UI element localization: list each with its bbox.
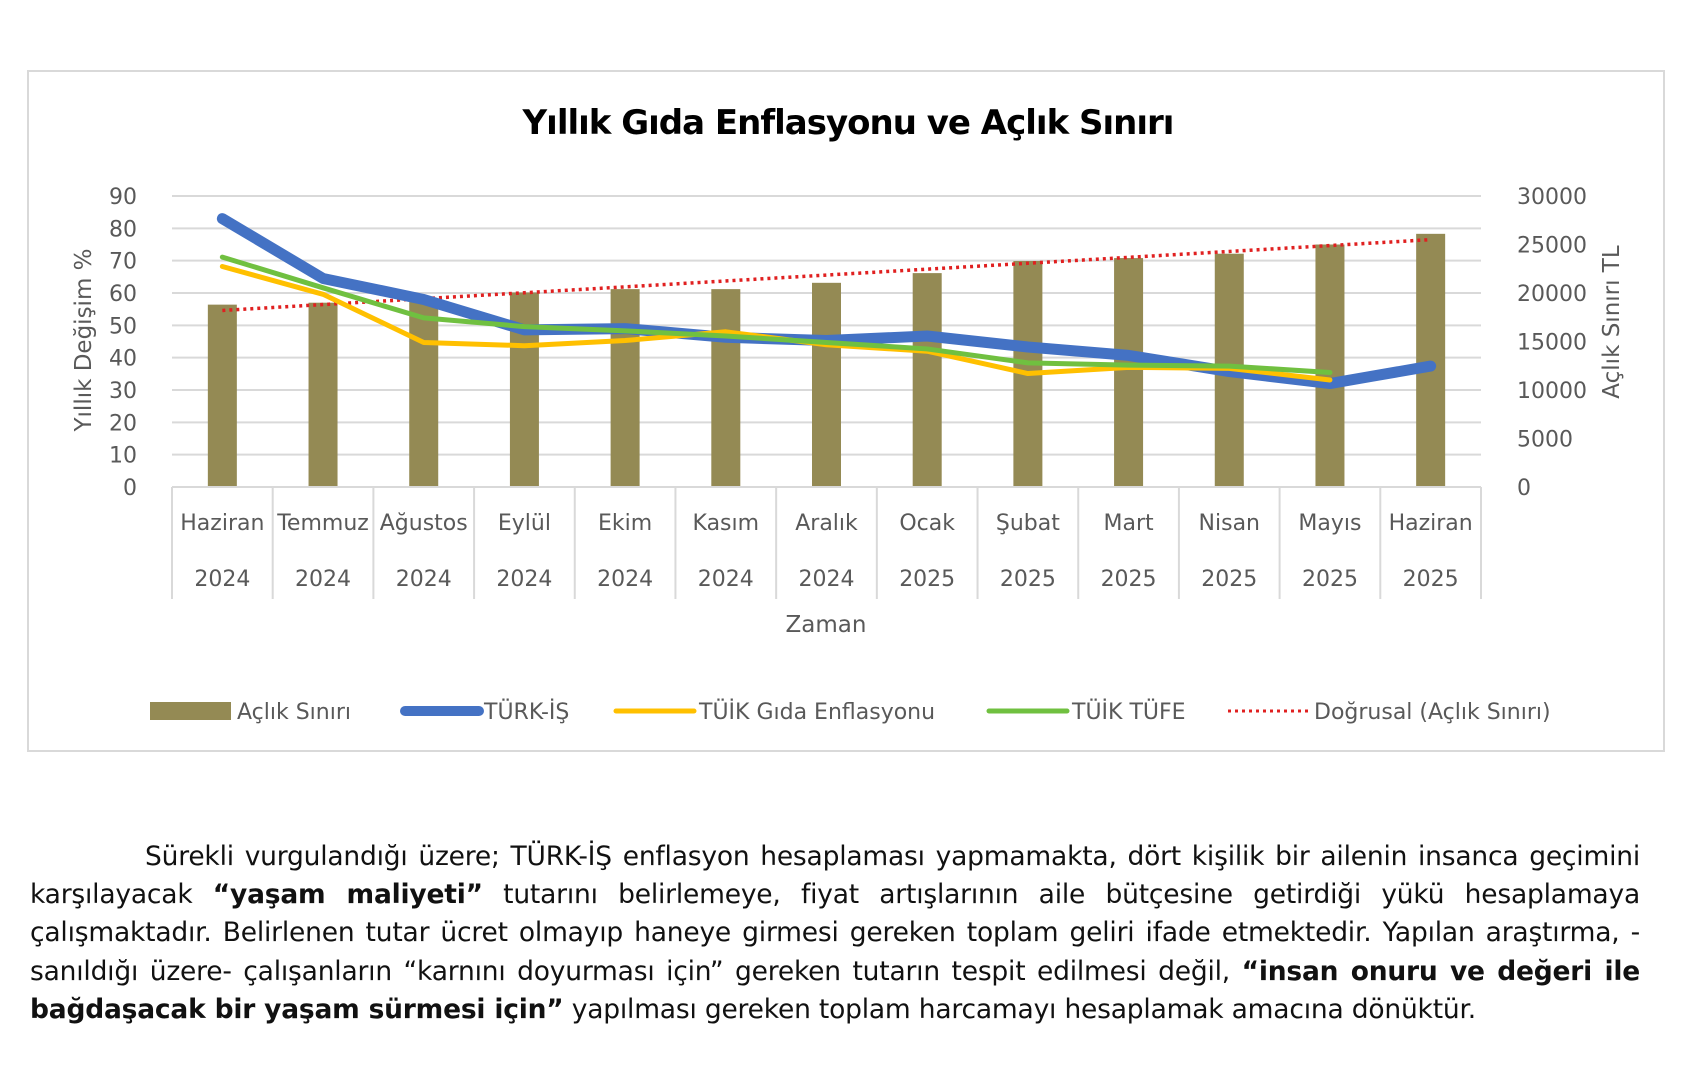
right-tick-label: 10000 [1517, 379, 1587, 404]
x-year-label: 2024 [698, 567, 754, 592]
legend-item: TÜİK Gıda Enflasyonu [613, 699, 935, 725]
legend-label: TÜİK TÜFE [1071, 699, 1186, 725]
legend-item: TÜRK-İŞ [400, 699, 569, 725]
bar [812, 282, 841, 487]
x-month-label: Şubat [996, 511, 1060, 536]
emphasis-text: “insan onuru ve değeri ile bağdaşacak bi… [30, 955, 1640, 1025]
x-month-label: Eylül [498, 511, 551, 536]
bar [912, 273, 942, 487]
x-month-label: Mayıs [1298, 511, 1361, 536]
x-month-label: Ocak [899, 511, 955, 536]
x-month-label: Temmuz [276, 511, 369, 536]
x-month-label: Haziran [1389, 511, 1473, 536]
bar [207, 304, 237, 487]
x-year-label: 2024 [295, 567, 351, 592]
trendline-aclik-siniri [222, 237, 1431, 313]
bar-series-aclik-siniri [207, 233, 1446, 487]
bar [308, 302, 338, 487]
right-tick-label: 25000 [1517, 234, 1587, 259]
right-tick-label: 15000 [1517, 331, 1587, 356]
x-month-label: Aralık [795, 511, 858, 536]
x-month-label: Ekim [598, 511, 652, 536]
bar [610, 289, 640, 487]
legend-label: Açlık Sınırı [237, 700, 351, 725]
right-tick-label: 20000 [1517, 282, 1587, 307]
left-tick-label: 70 [109, 250, 137, 275]
legend-item: Doğrusal (Açlık Sınırı) [1228, 700, 1551, 725]
x-month-label: Haziran [180, 511, 264, 536]
line-t-i-k-t-fe [219, 254, 1333, 376]
chart-svg: Yıllık Gıda Enflasyonu ve Açlık Sınırı 0… [71, 103, 1625, 725]
left-tick-label: 40 [109, 347, 137, 372]
x-month-label: Nisan [1199, 511, 1260, 536]
x-year-label: 2024 [194, 567, 250, 592]
x-axis-labels: Haziran 2024 Temmuz 2024 Ağustos 2024 Eylül 202… [171, 486, 1482, 599]
legend-swatch-bar [150, 702, 231, 720]
bar [1416, 233, 1446, 487]
x-month-label: Mart [1104, 511, 1155, 536]
x-year-label: 2024 [597, 567, 653, 592]
left-axis-ticks: 0 10 20 30 40 50 60 70 80 90 [109, 185, 137, 501]
x-year-label: 2025 [1201, 567, 1257, 592]
x-year-label: 2024 [496, 567, 552, 592]
trendline [222, 237, 1431, 313]
x-month-label: Ağustos [380, 511, 468, 536]
bar [1114, 258, 1144, 487]
paragraph-text: tutarını belirlemeye, fiyat artışlarının… [30, 879, 1640, 987]
legend-label: Doğrusal (Açlık Sınırı) [1314, 700, 1551, 725]
left-tick-label: 20 [109, 411, 137, 436]
left-tick-label: 50 [109, 314, 137, 339]
right-axis-title: Açlık Sınırı TL [1599, 245, 1625, 399]
bar [1315, 244, 1345, 487]
left-tick-label: 30 [109, 379, 137, 404]
line-series [216, 213, 1437, 390]
left-tick-label: 0 [123, 476, 137, 501]
legend-label: TÜİK Gıda Enflasyonu [698, 699, 935, 725]
x-year-label: 2025 [1000, 567, 1056, 592]
right-tick-label: 5000 [1517, 428, 1573, 453]
chart-title: Yıllık Gıda Enflasyonu ve Açlık Sınırı [522, 103, 1174, 143]
right-tick-label: 30000 [1517, 185, 1587, 210]
bar [711, 289, 741, 487]
emphasis-text: “yaşam maliyeti” [212, 879, 483, 911]
x-year-label: 2024 [396, 567, 452, 592]
x-year-label: 2025 [1403, 567, 1459, 592]
left-tick-label: 60 [109, 282, 137, 307]
legend-item: TÜİK TÜFE [986, 699, 1186, 725]
legend-label: TÜRK-İŞ [483, 699, 569, 725]
x-year-label: 2025 [899, 567, 955, 592]
right-axis-ticks: 0 5000 10000 15000 20000 25000 30000 [1517, 185, 1587, 501]
x-axis-title: Zaman [786, 612, 867, 638]
x-month-label: Kasım [693, 511, 760, 536]
body-paragraph: Sürekli vurgulandığı üzere; TÜRK-İŞ enfl… [30, 838, 1640, 1029]
x-year-label: 2024 [799, 567, 855, 592]
paragraph-text: yapılması gereken toplam harcamayı hesap… [563, 993, 1476, 1025]
legend-item: Açlık Sınırı [150, 700, 351, 725]
right-tick-label: 0 [1517, 476, 1531, 501]
left-tick-label: 80 [109, 217, 137, 242]
left-tick-label: 90 [109, 185, 137, 210]
bar [409, 300, 439, 487]
chart-container: Yıllık Gıda Enflasyonu ve Açlık Sınırı 0… [27, 70, 1665, 752]
x-year-label: 2025 [1101, 567, 1157, 592]
x-year-label: 2025 [1302, 567, 1358, 592]
legend: Açlık Sınırı TÜRK-İŞ TÜİK Gıda Enflasyonu T… [150, 699, 1551, 725]
left-tick-label: 10 [109, 444, 137, 469]
left-axis-title: Yıllık Değişim % [71, 248, 97, 432]
paragraph-text: Sürekli vurgulandığı üzere; TÜRK-İŞ enfl… [30, 841, 1640, 911]
